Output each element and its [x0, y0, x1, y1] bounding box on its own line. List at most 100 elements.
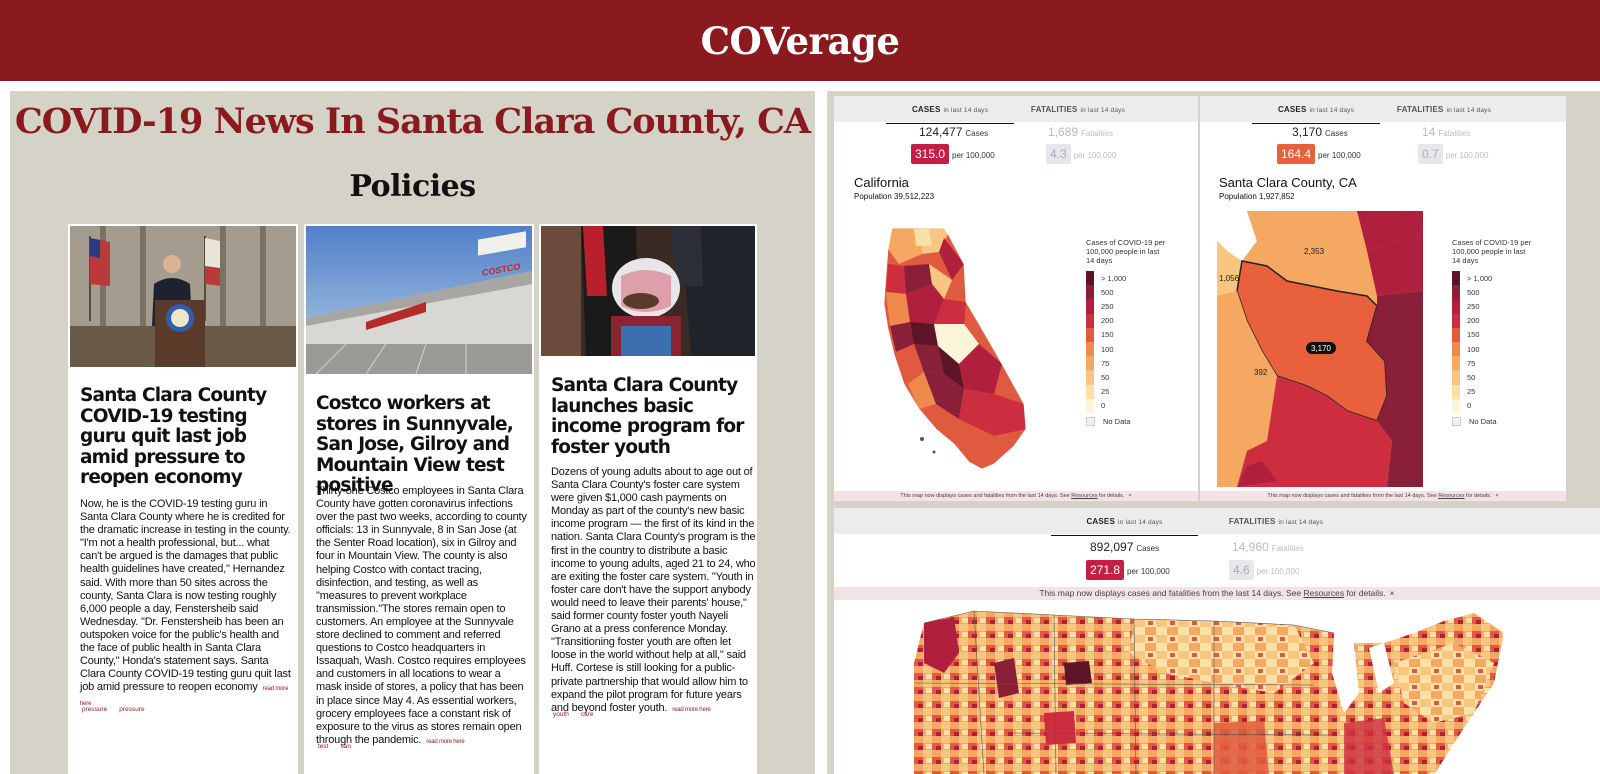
region-label: 1,056: [1219, 274, 1240, 283]
tag[interactable]: pressure: [119, 706, 145, 713]
santa-clara-map[interactable]: 2,353 1,056 392 3,170: [1217, 211, 1423, 487]
article-body-text: Thirty-one Costco employees in Santa Cla…: [316, 485, 527, 746]
place-name: California: [854, 175, 909, 190]
cases-count: 3,170 Cases: [1292, 125, 1348, 139]
legend-label: 200: [1467, 316, 1480, 326]
fatalities-count: 14,960 Fatalities: [1232, 540, 1304, 554]
legend-item: 150: [1086, 327, 1166, 342]
read-more-link[interactable]: read more here: [80, 686, 289, 708]
map-legend: Cases of COVID-19 per 100,000 people in …: [1452, 238, 1532, 426]
legend-item: 50: [1086, 370, 1166, 385]
legend-item: 200: [1452, 313, 1532, 328]
legend-label: 500: [1467, 287, 1480, 297]
legend-rows: > 1,000 500 250 200 150 100 75 50 25 0: [1086, 271, 1166, 413]
fatalities-count: 1,689 Fatalities: [1048, 125, 1114, 139]
legend-label: 500: [1101, 287, 1114, 297]
tracker-tabs: CASES in last 14 days FATALITIES in last 1…: [834, 96, 1198, 124]
tag[interactable]: pressure: [82, 706, 108, 713]
legend-item: 75: [1452, 356, 1532, 371]
article-image[interactable]: [541, 226, 755, 356]
legend-item: 200: [1086, 313, 1166, 328]
legend-swatch: [1452, 356, 1460, 371]
population: Population 39,512,223: [854, 192, 935, 201]
legend-swatch: [1086, 313, 1094, 328]
legend-item: 250: [1086, 299, 1166, 314]
california-county-map[interactable]: [874, 224, 1044, 474]
legend-item: 150: [1452, 327, 1532, 342]
tag[interactable]: san: [340, 743, 351, 750]
legend-title: Cases of COVID-19 per 100,000 people in …: [1452, 238, 1532, 265]
legend-item: 100: [1086, 341, 1166, 357]
legend-label: 75: [1467, 358, 1476, 368]
tag[interactable]: care: [580, 711, 594, 718]
tab-cases[interactable]: CASES in last 14 days: [886, 96, 1014, 124]
cases-count: 892,097 Cases: [1090, 540, 1160, 554]
legend-swatch: [1452, 384, 1460, 399]
legend-item: 500: [1086, 285, 1166, 300]
tracker-panel: CASES in last 14 days FATALITIES in last 1…: [827, 91, 1600, 774]
california-tracker: CASES in last 14 days FATALITIES in last 1…: [834, 96, 1198, 501]
article-card[interactable]: Santa Clara County COVID-19 testing guru…: [68, 224, 298, 774]
resources-link[interactable]: Resources: [1438, 493, 1465, 499]
close-icon[interactable]: ×: [1495, 493, 1499, 499]
article-card[interactable]: Santa Clara County launches basic income…: [539, 224, 757, 774]
resources-link[interactable]: Resources: [1071, 493, 1098, 499]
article-headline[interactable]: Santa Clara County COVID-19 testing guru…: [80, 385, 267, 488]
legend-no-data: No Data: [1086, 416, 1166, 426]
legend-swatch: [1086, 299, 1094, 314]
place-name: Santa Clara County, CA: [1219, 175, 1357, 190]
legend-swatch: [1086, 356, 1094, 371]
site-logo[interactable]: COVerage: [700, 18, 900, 63]
legend-swatch: [1086, 384, 1094, 399]
legend-swatch: [1452, 398, 1460, 413]
legend-rows: > 1,000 500 250 200 150 100 75 50 25 0: [1452, 271, 1532, 413]
population: Population 1,927,852: [1219, 192, 1295, 201]
legend-item: 25: [1086, 384, 1166, 399]
legend-swatch: [1452, 299, 1460, 314]
cases-rate: 315.0 per 100,000: [911, 144, 995, 164]
legend-label: 100: [1101, 344, 1114, 354]
legend-label: 25: [1467, 387, 1476, 397]
tab-cases[interactable]: CASES in last 14 days: [1252, 96, 1380, 124]
legend-title: Cases of COVID-19 per 100,000 people in …: [1086, 238, 1166, 265]
legend-swatch: [1452, 341, 1460, 357]
article-headline[interactable]: Costco workers at stores in Sunnyvale, S…: [316, 393, 514, 496]
cases-rate: 271.8 per 100,000: [1086, 560, 1170, 580]
article-body-text: Dozens of young adults about to age out …: [551, 466, 756, 714]
legend-label: 100: [1467, 344, 1480, 354]
article-image[interactable]: [70, 226, 296, 367]
resources-link[interactable]: Resources: [1303, 588, 1345, 598]
legend-swatch: [1086, 285, 1094, 300]
legend-label: 0: [1101, 401, 1106, 411]
tab-fatalities[interactable]: FATALITIES in last 14 days: [1030, 105, 1126, 114]
us-county-map[interactable]: [914, 603, 1514, 774]
read-more-link[interactable]: read more here: [426, 738, 465, 745]
tracker-tabs: CASES in last 14 days FATALITIES in last 1…: [834, 508, 1600, 536]
tab-fatalities[interactable]: FATALITIES in last 14 days: [1396, 105, 1492, 114]
article-body: Thirty-one Costco employees in Santa Cla…: [316, 485, 528, 749]
legend-item: > 1,000: [1452, 271, 1532, 286]
info-note: This map now displays cases and fataliti…: [834, 491, 1198, 501]
info-note: This map now displays cases and fataliti…: [1200, 491, 1566, 501]
map-legend: Cases of COVID-19 per 100,000 people in …: [1086, 238, 1166, 426]
legend-item: 0: [1452, 398, 1532, 413]
news-panel: COVID-19 News In Santa Clara County, CA …: [10, 91, 815, 774]
article-card[interactable]: COSTCO Costco workers at stores in Sunny…: [304, 224, 534, 774]
legend-swatch: [1452, 285, 1460, 300]
tag[interactable]: test: [318, 743, 329, 750]
article-headline[interactable]: Santa Clara County launches basic income…: [551, 375, 744, 458]
tag[interactable]: youth: [553, 711, 569, 718]
tab-cases[interactable]: CASES in last 14 days: [1051, 508, 1198, 536]
close-icon[interactable]: ×: [1389, 588, 1395, 598]
tab-fatalities[interactable]: FATALITIES in last 14 days: [1228, 517, 1324, 526]
legend-swatch: [1452, 271, 1460, 286]
article-image[interactable]: COSTCO: [306, 226, 532, 374]
legend-label: 75: [1101, 358, 1110, 368]
region-label: 392: [1254, 368, 1268, 377]
fatalities-rate: 0.7 per 100,000: [1418, 144, 1488, 164]
legend-label: > 1,000: [1101, 273, 1127, 283]
site-header: COVerage: [0, 0, 1600, 81]
legend-item: 100: [1452, 341, 1532, 357]
close-icon[interactable]: ×: [1128, 493, 1132, 499]
read-more-link[interactable]: read more here: [672, 706, 711, 713]
